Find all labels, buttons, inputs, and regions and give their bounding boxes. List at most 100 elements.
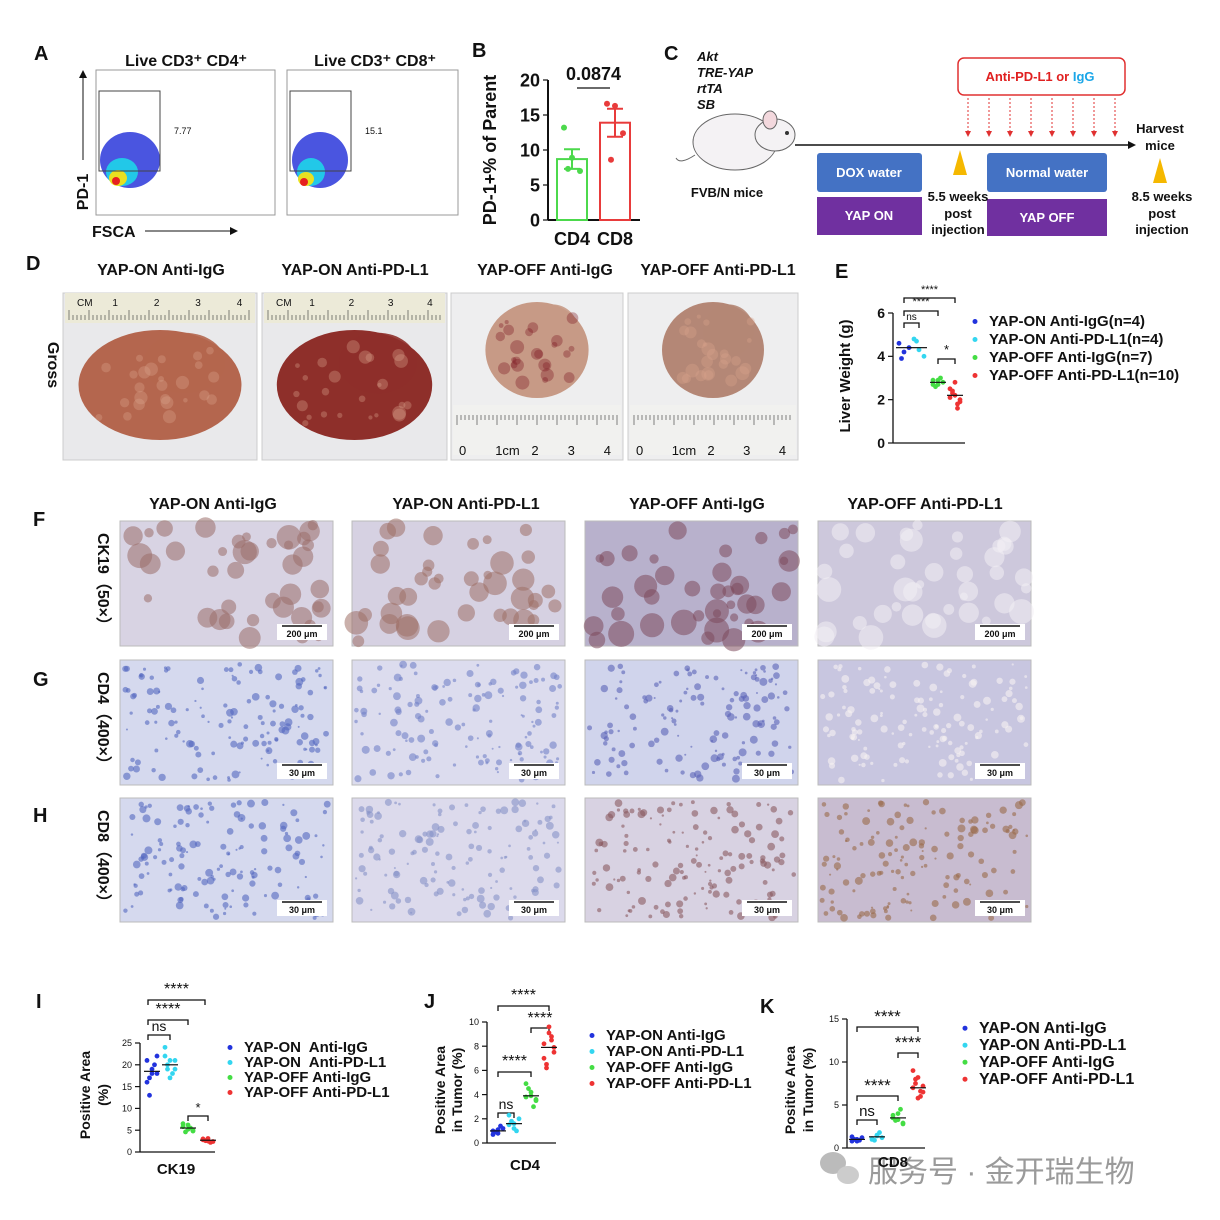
tissue-texture [425,837,434,846]
tissue-texture [649,554,659,564]
tissue-texture [922,712,928,718]
scale-box [277,900,327,916]
tissue-texture [315,669,319,673]
liver-texture [193,351,203,361]
tissue-texture [730,575,750,595]
liver-texture [701,367,715,381]
tissue-texture [749,859,754,865]
tissue-texture [878,852,886,859]
tissue-texture [369,819,374,824]
tissue-texture [632,847,638,852]
tissue-texture [905,900,909,904]
tissue-texture [763,670,766,673]
tissue-texture [553,882,560,889]
tissue-texture [640,809,648,817]
tissue-texture [246,699,252,704]
tissue-texture [850,734,858,741]
data-point [531,1104,536,1110]
liver-texture [320,411,328,418]
flow-x-label: FSCA [92,224,136,241]
y-tick-label: 5 [530,175,540,195]
tissue-texture [228,667,234,673]
tissue-texture [730,613,739,622]
tissue-texture [721,762,726,767]
phase-label: Normal water [1006,165,1088,180]
x-axis-label: CD8 [878,1154,908,1171]
tissue-texture [862,817,871,826]
tissue-texture [591,881,596,886]
tissue-texture [358,865,366,873]
tissue-texture [223,667,229,672]
legend-marker [962,1025,968,1031]
tissue-texture [498,745,501,749]
tissue-texture [305,748,308,751]
tissue-texture [509,758,513,762]
tissue-texture [968,679,977,688]
data-point [152,1062,157,1068]
tissue-texture [863,746,868,751]
tissue-texture [318,673,322,678]
tissue-texture [727,852,733,857]
ruler-label: 3 [743,443,750,458]
tissue-texture [655,565,675,586]
tissue-texture [863,910,871,917]
liver-texture [144,362,158,376]
tissue-texture [791,872,797,877]
tissue-texture [392,748,396,752]
tissue-texture [221,599,237,615]
tissue-texture [1023,742,1029,747]
tissue-texture [1025,834,1029,838]
tissue-texture [376,683,381,687]
tissue-texture [704,870,707,873]
tissue-texture [218,722,224,729]
significance-bracket [497,1071,532,1077]
tissue-texture [370,908,373,911]
tissue-texture [830,900,834,904]
tissue-texture [487,825,492,831]
tissue-texture [854,876,863,885]
tissue-texture [970,825,978,834]
tissue-texture [921,727,927,732]
legend-label: YAP-OFF Anti-IgG(n=7) [989,349,1152,366]
tissue-texture [138,890,144,896]
panel-label: B [472,40,486,62]
tissue-texture [212,775,218,780]
tissue-texture [935,744,939,748]
tissue-texture [601,586,624,608]
tissue-texture [920,865,924,869]
phase-box [817,197,922,235]
tissue-texture [161,859,167,865]
tissue-texture [360,830,364,834]
arrow-head [230,227,238,235]
data-point [167,1058,173,1063]
tissue-texture [895,869,901,875]
legend-marker [227,1045,233,1050]
liver-lobe [338,332,417,394]
tissue-texture [601,840,608,848]
tissue-texture [731,825,739,834]
tissue-texture [299,520,320,542]
liver-texture [377,382,382,388]
tissue-texture [144,805,148,809]
tissue-texture [960,695,965,700]
tissue-texture [664,879,672,888]
tissue-texture [694,847,699,851]
tissue-texture [666,807,672,813]
tissue-texture [966,760,973,767]
legend-marker [972,355,978,360]
data-point [947,395,953,400]
tissue-texture [157,838,163,843]
tissue-texture [632,726,637,731]
tissue-texture [197,767,204,774]
scale-box [742,763,792,779]
tissue-texture [129,813,136,821]
tissue-texture [291,705,299,713]
tissue-texture [675,709,679,713]
tissue-texture [354,775,362,783]
significance-label: ns [152,1018,167,1034]
y-tick-label: 20 [122,1060,132,1070]
flow-y-label: PD-1 [75,174,92,211]
tissue-texture [185,808,192,815]
tissue-texture [1001,696,1008,703]
timepoint: injection [1135,222,1189,237]
